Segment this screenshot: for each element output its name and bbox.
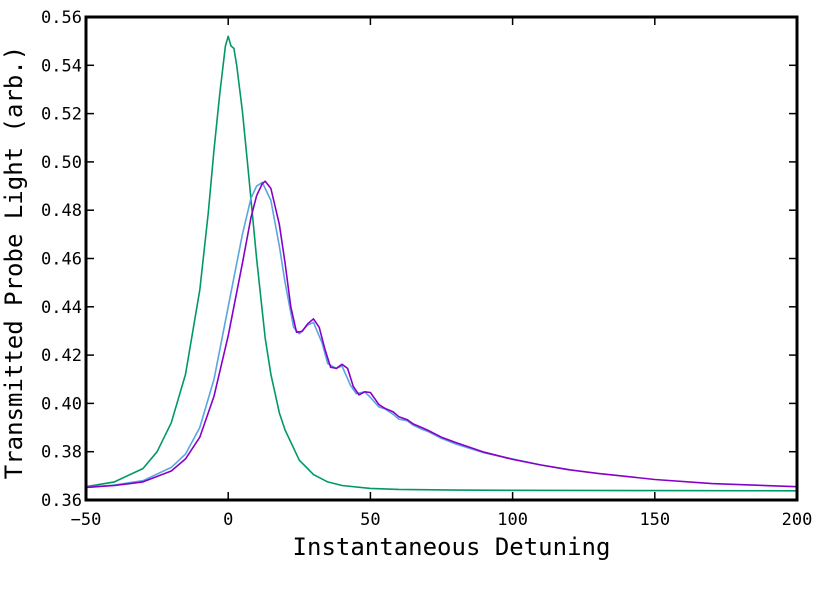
series-layer bbox=[85, 35, 798, 492]
y-tick-label: 0.54 bbox=[41, 56, 82, 76]
y-tick-label: 0.48 bbox=[41, 201, 82, 221]
x-tick-label: 50 bbox=[360, 510, 380, 530]
y-tick-label: 0.50 bbox=[41, 153, 82, 173]
ticks-layer bbox=[85, 16, 798, 501]
plot-frame bbox=[84, 15, 799, 502]
x-axis-title: Instantaneous Detuning bbox=[293, 533, 611, 561]
y-axis-title: Transmitted Probe Light (arb.) bbox=[0, 46, 28, 479]
y-tick-label: 0.52 bbox=[41, 105, 82, 125]
y-tick-label: 0.38 bbox=[41, 443, 82, 463]
y-tick-label: 0.40 bbox=[41, 394, 82, 414]
y-tick-label: 0.56 bbox=[41, 8, 82, 28]
series-line-2 bbox=[85, 181, 570, 489]
y-tick-label: 0.46 bbox=[41, 250, 82, 270]
y-tick-label: 0.36 bbox=[41, 491, 82, 511]
x-tick-label: 200 bbox=[782, 510, 813, 530]
series-line-3 bbox=[85, 180, 798, 489]
y-tick-label: 0.42 bbox=[41, 346, 82, 366]
y-tick-label: 0.44 bbox=[41, 298, 82, 318]
x-tick-label: −50 bbox=[71, 510, 102, 530]
series-line-1 bbox=[85, 35, 798, 492]
labels-layer: −50 0 50 100 150 200 0.36 0.38 0.40 0.42 0.44 0.46 0… bbox=[41, 8, 812, 530]
x-tick-label: 150 bbox=[639, 510, 670, 530]
x-tick-label: 0 bbox=[223, 510, 233, 530]
x-tick-label: 100 bbox=[497, 510, 528, 530]
